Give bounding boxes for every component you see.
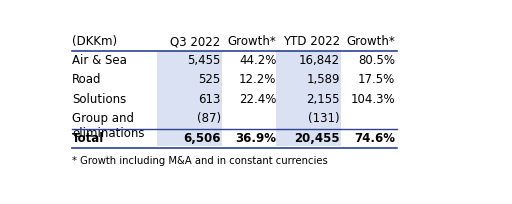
Text: 5,455: 5,455 xyxy=(187,53,221,67)
Text: 44.2%: 44.2% xyxy=(239,53,276,67)
Text: 12.2%: 12.2% xyxy=(239,73,276,86)
Text: 104.3%: 104.3% xyxy=(351,93,395,106)
Text: Road: Road xyxy=(72,73,101,86)
Text: 80.5%: 80.5% xyxy=(358,53,395,67)
Text: 74.6%: 74.6% xyxy=(354,132,395,145)
Text: 36.9%: 36.9% xyxy=(236,132,276,145)
Text: (87): (87) xyxy=(197,112,221,125)
Text: * Growth including M&A and in constant currencies: * Growth including M&A and in constant c… xyxy=(72,156,328,166)
Bar xyxy=(157,51,222,146)
Text: Q3 2022: Q3 2022 xyxy=(170,35,221,49)
Text: 17.5%: 17.5% xyxy=(358,73,395,86)
Text: 6,506: 6,506 xyxy=(183,132,221,145)
Text: Growth*: Growth* xyxy=(347,35,395,49)
Text: 1,589: 1,589 xyxy=(306,73,340,86)
Text: 16,842: 16,842 xyxy=(298,53,340,67)
Bar xyxy=(276,51,341,146)
Text: Group and
eliminations: Group and eliminations xyxy=(72,112,144,140)
Text: Solutions: Solutions xyxy=(72,93,126,106)
Text: YTD 2022: YTD 2022 xyxy=(283,35,340,49)
Text: (DKKm): (DKKm) xyxy=(72,35,117,49)
Text: Air & Sea: Air & Sea xyxy=(72,53,127,67)
Text: Growth*: Growth* xyxy=(227,35,276,49)
Text: 20,455: 20,455 xyxy=(294,132,340,145)
Text: 613: 613 xyxy=(198,93,221,106)
Text: 22.4%: 22.4% xyxy=(239,93,276,106)
Text: 2,155: 2,155 xyxy=(306,93,340,106)
Text: Total: Total xyxy=(72,132,104,145)
Text: 525: 525 xyxy=(199,73,221,86)
Text: (131): (131) xyxy=(308,112,340,125)
